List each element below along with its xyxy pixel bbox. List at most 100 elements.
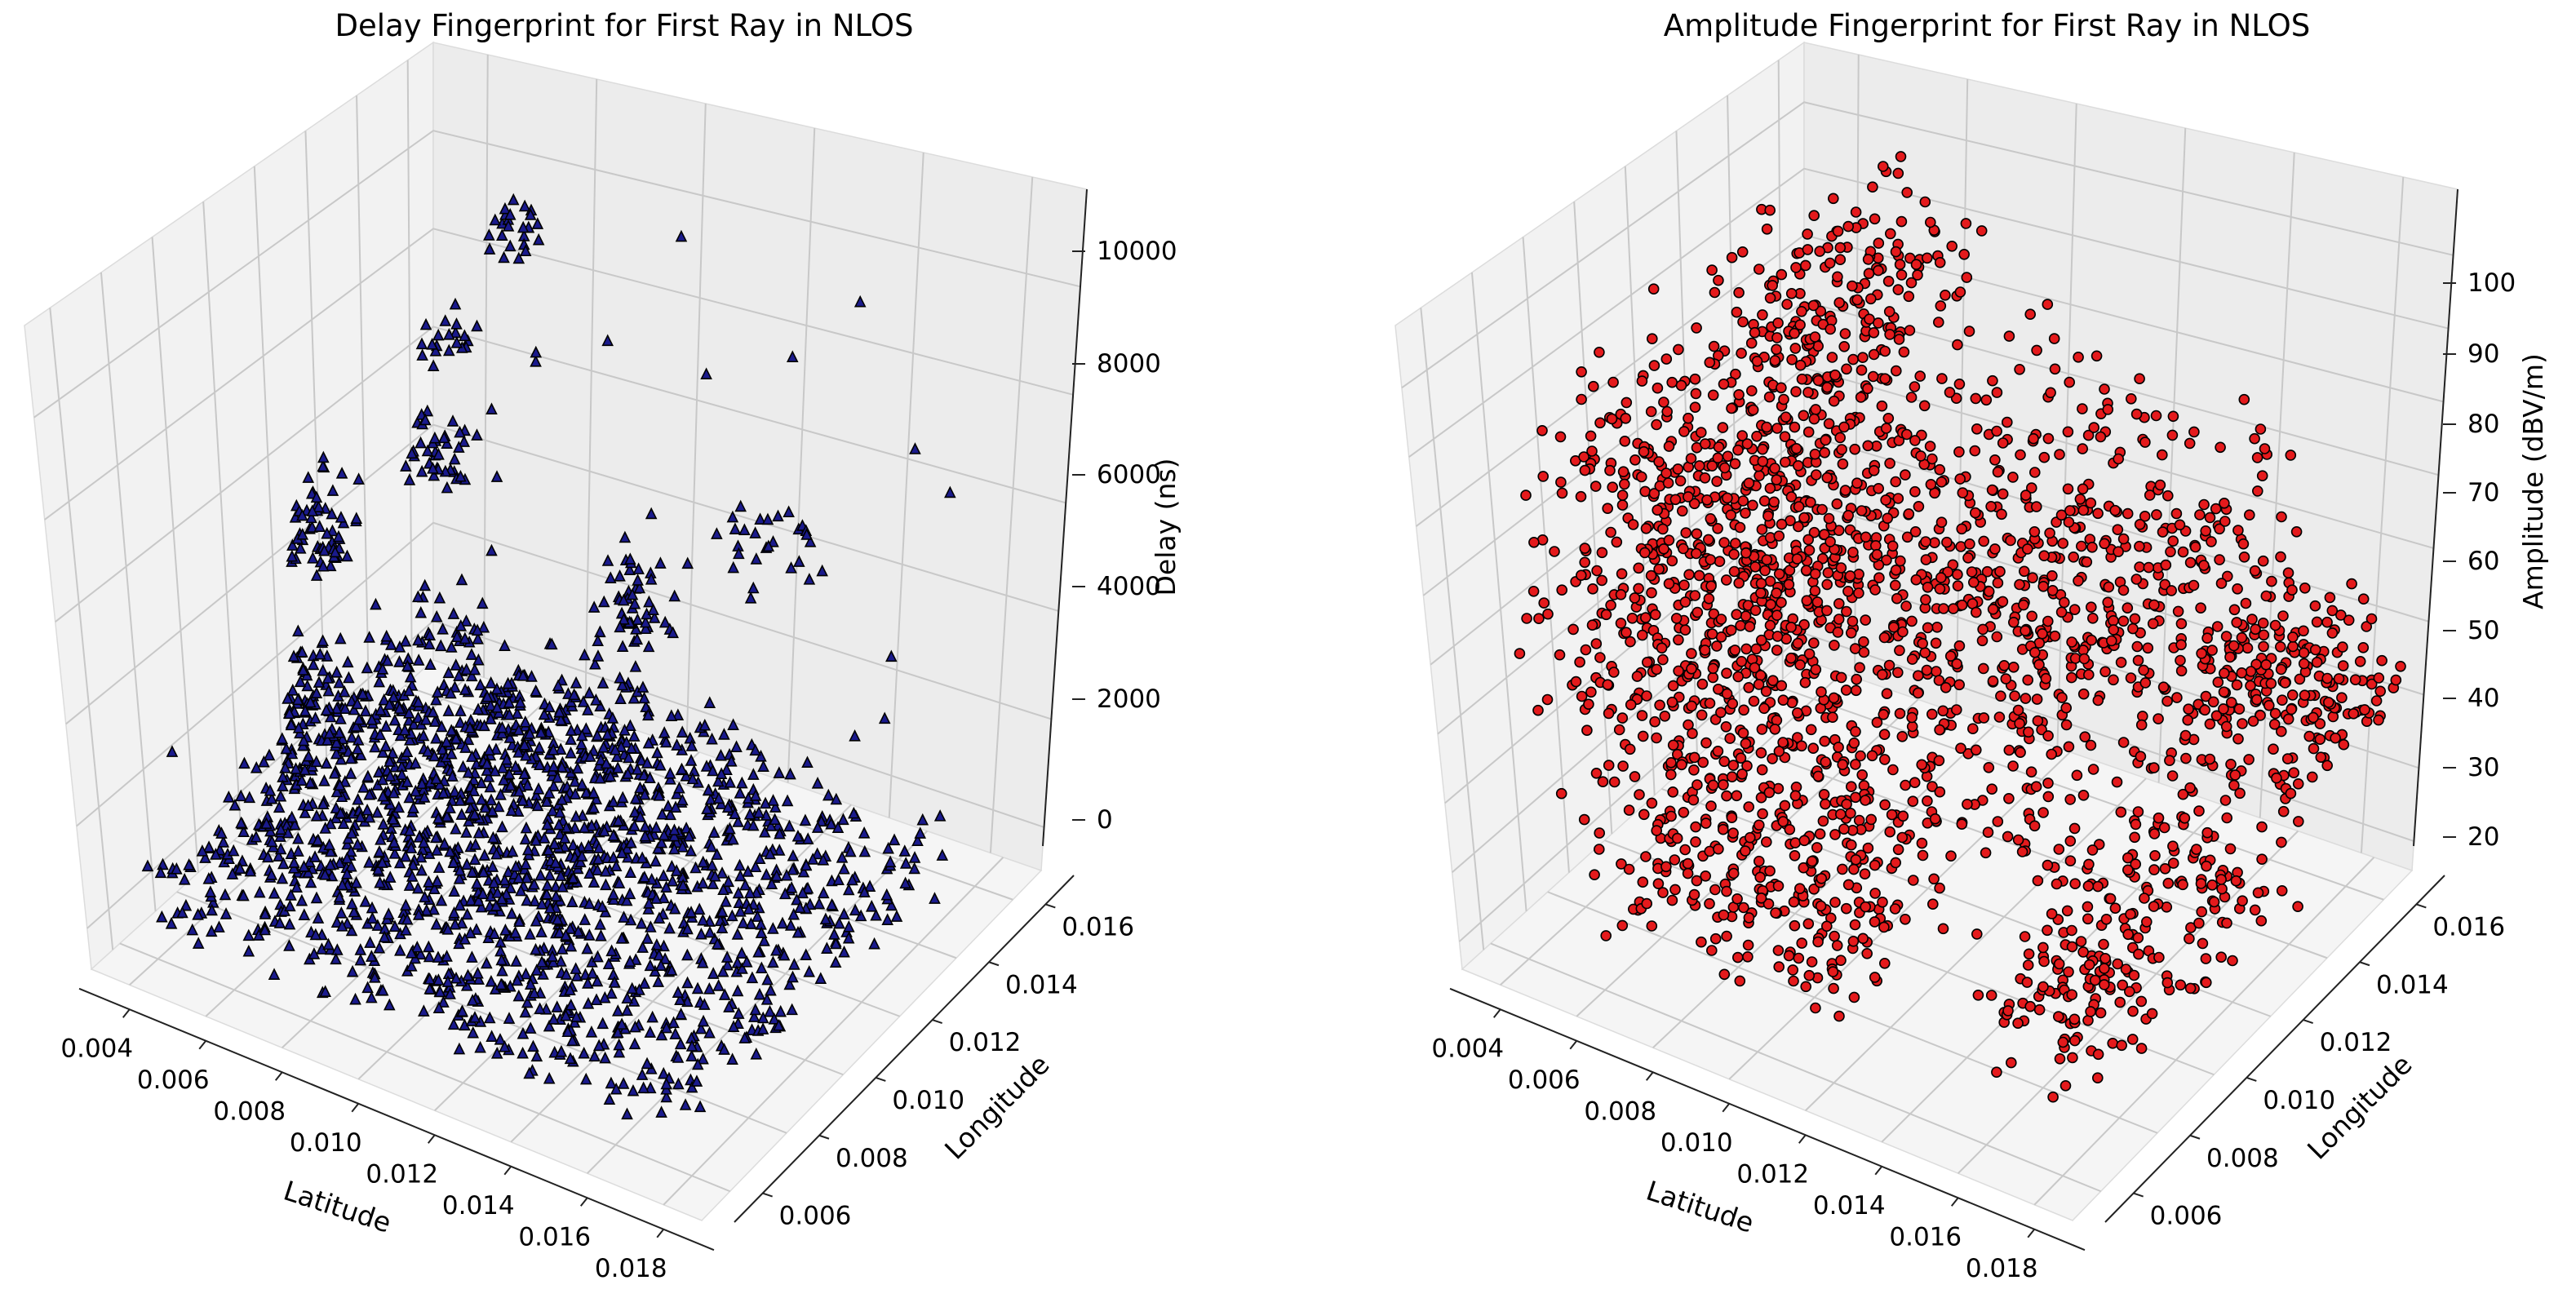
data-point xyxy=(644,771,656,784)
data-point xyxy=(1754,871,1766,884)
data-point xyxy=(1894,707,1906,720)
data-point xyxy=(1596,547,1608,559)
data-point xyxy=(320,756,333,769)
data-point xyxy=(2037,807,2049,818)
data-point xyxy=(1783,578,1795,591)
data-point xyxy=(318,543,330,556)
data-point xyxy=(2285,450,2297,461)
data-point xyxy=(1730,538,1741,549)
data-point xyxy=(503,1012,516,1024)
data-point xyxy=(1759,565,1771,577)
data-point xyxy=(485,543,498,556)
data-point xyxy=(1737,495,1749,507)
data-point xyxy=(1640,612,1652,623)
data-point xyxy=(1901,187,1913,198)
data-point xyxy=(1860,795,1871,806)
data-point xyxy=(306,504,319,516)
data-point xyxy=(1866,750,1878,762)
data-point xyxy=(1917,849,1929,862)
data-point xyxy=(1798,835,1811,847)
data-point xyxy=(471,623,484,636)
data-point xyxy=(521,871,533,884)
data-point xyxy=(2337,660,2349,671)
data-point xyxy=(2166,585,2177,596)
data-point xyxy=(2299,582,2311,594)
data-point xyxy=(1740,547,1752,559)
data-point xyxy=(658,615,672,628)
data-point xyxy=(758,934,770,946)
data-point xyxy=(1679,596,1691,608)
data-point xyxy=(1704,897,1715,910)
data-point xyxy=(1771,715,1783,726)
data-point xyxy=(2092,694,2104,707)
data-point xyxy=(596,900,609,912)
grid-line-x xyxy=(2033,857,2375,1206)
data-point xyxy=(2049,363,2061,375)
data-point xyxy=(553,926,565,938)
data-point xyxy=(2068,1013,2081,1026)
data-point xyxy=(1857,933,1869,945)
data-point xyxy=(1807,299,1820,312)
data-point xyxy=(2063,966,2074,978)
data-point xyxy=(585,818,598,831)
data-point xyxy=(2210,503,2222,515)
data-point xyxy=(2249,904,2261,916)
data-point xyxy=(800,858,813,871)
data-point xyxy=(1919,196,1931,208)
data-point xyxy=(2141,916,2153,928)
data-point xyxy=(885,649,898,662)
data-point xyxy=(517,794,529,806)
data-point xyxy=(324,559,337,572)
data-point xyxy=(1678,806,1690,818)
data-point xyxy=(1728,565,1740,578)
data-point xyxy=(1689,590,1701,601)
data-point xyxy=(1812,936,1824,948)
data-point xyxy=(2033,1003,2046,1016)
data-point xyxy=(2232,583,2243,595)
data-point xyxy=(2210,710,2223,722)
data-point xyxy=(1811,469,1822,481)
data-point xyxy=(694,1021,707,1034)
data-point xyxy=(403,707,415,719)
data-point xyxy=(756,961,768,974)
data-point xyxy=(800,528,813,540)
data-point xyxy=(2153,713,2164,724)
data-point xyxy=(2083,669,2095,680)
data-point xyxy=(584,750,596,762)
data-point xyxy=(2243,754,2255,765)
data-point xyxy=(1834,241,1847,254)
data-point xyxy=(530,834,543,846)
data-point xyxy=(1930,637,1942,649)
data-point xyxy=(1669,854,1681,866)
data-point xyxy=(534,725,548,738)
data-point xyxy=(2288,767,2299,779)
data-point xyxy=(697,855,709,868)
data-point xyxy=(1926,781,1938,792)
data-point xyxy=(598,824,611,837)
data-point xyxy=(319,868,331,880)
data-point xyxy=(1793,501,1805,512)
data-point xyxy=(2031,344,2042,357)
data-point xyxy=(467,1026,480,1039)
data-point xyxy=(2255,423,2267,435)
y-tick-label: 0.010 xyxy=(892,1086,964,1115)
data-point xyxy=(462,968,474,981)
data-point xyxy=(328,766,341,779)
data-point xyxy=(2054,449,2065,460)
data-point xyxy=(1772,880,1785,892)
data-point xyxy=(1968,576,1980,588)
data-point xyxy=(2109,902,2122,914)
data-point xyxy=(671,786,683,800)
data-point xyxy=(565,746,577,759)
data-point xyxy=(681,948,694,961)
grid-line-y-vertical xyxy=(685,103,707,748)
data-point xyxy=(693,902,706,915)
data-point xyxy=(768,1012,781,1025)
data-point xyxy=(2042,777,2054,789)
data-point xyxy=(496,720,508,733)
data-point xyxy=(1621,627,1632,639)
data-point xyxy=(1688,764,1700,776)
x-tick-mark xyxy=(503,1166,512,1176)
data-point xyxy=(566,1034,579,1047)
data-point xyxy=(596,1017,609,1030)
